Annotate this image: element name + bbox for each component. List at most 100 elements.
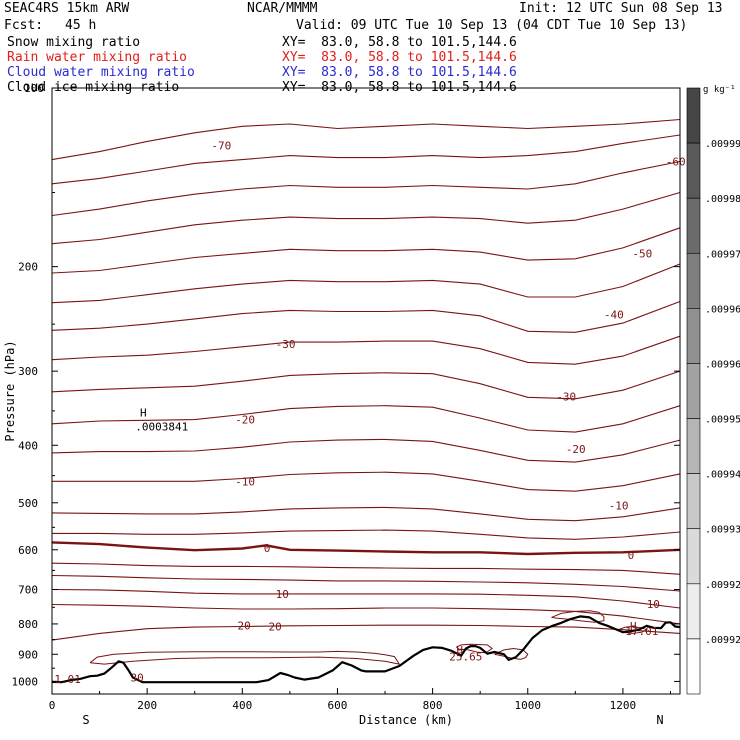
x-tick-label: 600 (328, 699, 348, 712)
colorbar-swatch (686, 418, 701, 474)
isotherm-line (51, 118, 681, 161)
isotherm-line (51, 134, 681, 185)
field-snow-xy: XY= 83.0, 58.8 to 101.5,144.6 (282, 35, 517, 50)
isotherm-line (52, 471, 681, 492)
colorbar-label: .00993 (705, 525, 740, 536)
contour-label: 25.65 (449, 651, 482, 664)
contour-annotations: H .0003841 -70 -60 -50 -40 -30 -30 -20 -20 -10 -10 0… (54, 140, 685, 686)
contour-label: 0 (628, 549, 635, 562)
contour-label: .0003841 (135, 421, 188, 434)
colorbar-label: .00992 (705, 580, 740, 591)
y-tick-label: 800 (18, 618, 38, 631)
y-top-label: 100 (24, 82, 44, 95)
isotherm-line (51, 574, 681, 592)
contour-label: H (140, 406, 147, 419)
valid-time: Valid: 09 UTC Tue 10 Sep 13 (04 CDT Tue … (296, 18, 688, 33)
x-end-label-south: S (82, 713, 89, 727)
isotherm-line (51, 300, 681, 333)
colorbar-label: .00999 (705, 139, 740, 150)
contour-label: -60 (666, 155, 686, 168)
contour-label: 0 (264, 542, 271, 555)
contour-label: -10 (609, 499, 629, 512)
x-end-label-north: N (656, 713, 663, 727)
field-cloud-water-xy: XY= 83.0, 58.8 to 101.5,144.6 (282, 65, 517, 80)
y-axis-label: Pressure (hPa) (3, 340, 17, 441)
x-tick-label: 800 (423, 699, 443, 712)
colorbar-swatch (686, 252, 701, 309)
colorbar-swatch (686, 87, 701, 144)
model-title: SEAC4RS 15km ARW (4, 1, 130, 16)
contour-label: -70 (211, 140, 231, 153)
contour-label: 17.01 (625, 625, 658, 638)
isotherm-line (51, 603, 681, 625)
isotherm-line (51, 370, 681, 400)
contour-label: 20 (268, 620, 281, 633)
y-tick-label: 300 (18, 365, 38, 378)
colorbar-label: .00998 (705, 194, 740, 205)
colorbar-label: .00996 (705, 304, 740, 315)
colorbar-label: .00997 (705, 249, 740, 260)
plot-frame (51, 87, 681, 695)
contour-label: -20 (566, 443, 586, 456)
contour-label: -10 (235, 475, 255, 488)
init-time: Init: 12 UTC Sun 08 Sep 13 (519, 1, 723, 16)
isotherm-line (51, 438, 681, 463)
isotherm-line (51, 624, 681, 641)
local-contour (89, 650, 401, 665)
colorbar-label: .00995 (705, 415, 740, 426)
isotherm-line (51, 562, 681, 575)
contour-label: -30 (556, 390, 576, 403)
y-tick-label: 900 (18, 648, 38, 661)
colorbar: .00999 .00998 .00997 .00996 .00996 .00995 .009… (686, 85, 740, 695)
y-tick-label: 400 (18, 439, 38, 452)
contour-label: H (456, 644, 463, 657)
contour-label: -20 (235, 414, 255, 427)
colorbar-swatch (686, 528, 701, 585)
colorbar-label: .00996 (705, 359, 740, 370)
colorbar-swatch (686, 197, 701, 254)
x-tick-label: 1000 (515, 699, 542, 712)
x-tick-label: 1200 (610, 699, 637, 712)
isotherm-line (51, 506, 681, 522)
colorbar-swatch (686, 142, 701, 199)
y-tick-label: 500 (18, 497, 38, 510)
isotherm-line (52, 529, 681, 540)
colorbar-swatch (686, 308, 701, 364)
isotherm-line (51, 541, 681, 556)
y-tick-label: 1000 (12, 675, 39, 688)
local-contour (551, 610, 605, 623)
colorbar-swatch (686, 583, 701, 640)
contour-label: 30 (131, 672, 144, 685)
isotherm-line (51, 160, 681, 217)
isotherm-line (51, 191, 681, 245)
contour-label: 10 (276, 588, 289, 601)
x-axis-label: Distance (km) (359, 713, 453, 727)
colorbar-label: .00992 (705, 635, 740, 646)
colorbar-swatch (686, 363, 701, 419)
colorbar-swatch (686, 638, 701, 695)
contour-label: -50 (632, 247, 652, 260)
colorbar-label: .00994 (705, 470, 740, 481)
forecast-label: Fcst: (4, 18, 44, 33)
colorbar-unit: g kg⁻¹ (703, 85, 736, 95)
contour-label: 20 (238, 620, 251, 633)
contour-label: -40 (604, 309, 624, 322)
contour-label: -30 (276, 338, 296, 351)
terrain-profile (51, 615, 681, 684)
field-snow-label: Snow mixing ratio (7, 35, 141, 50)
isotherm-line (51, 588, 681, 609)
terrain-line (51, 615, 681, 684)
isotherm-contours (51, 118, 681, 665)
contour-label: 10 (647, 598, 660, 611)
x-tick-label: 0 (49, 699, 56, 712)
contour-label: H (630, 620, 637, 633)
y-tick-label: 700 (18, 584, 38, 597)
x-tick-label: 400 (232, 699, 252, 712)
colorbar-swatch (686, 473, 701, 530)
isotherm-line (51, 405, 681, 433)
field-rain-xy: XY= 83.0, 58.8 to 101.5,144.6 (282, 50, 517, 65)
center-name: NCAR/MMMM (247, 1, 318, 16)
x-tick-label: 200 (137, 699, 157, 712)
